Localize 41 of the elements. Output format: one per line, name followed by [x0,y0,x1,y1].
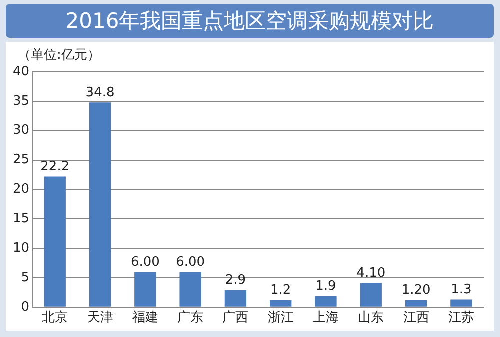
x-tick-label: 天津 [87,310,114,326]
y-tick-label: 10 [12,240,30,256]
y-tick-label: 40 [12,64,30,80]
bar [134,272,156,307]
data-label: 1.20 [402,283,431,298]
x-tick-label: 江西 [403,310,430,326]
data-label: 4.10 [356,266,386,282]
data-label: 1.2 [270,283,292,298]
y-tick-label: 25 [12,152,30,168]
data-label: 6.00 [176,254,206,270]
data-label: 2.9 [225,273,246,288]
bar [315,296,337,307]
x-tick-label: 山东 [358,310,384,326]
y-tick-label: 15 [12,212,30,226]
bar [224,290,247,307]
bar [180,272,202,307]
y-tick-label: 5 [21,270,30,286]
data-label: 1.9 [316,279,336,294]
bar [44,176,66,307]
y-tick-label: 0 [21,300,30,315]
x-tick-label: 上海 [312,310,339,326]
x-tick-label: 浙江 [268,310,294,326]
bar [89,102,112,307]
x-tick-label: 广西 [222,310,249,326]
data-label: 34.8 [86,85,115,100]
bar [405,300,428,307]
x-tick-label: 广东 [178,310,204,326]
chart-title: 2016年我国重点地区空调采购规模对比 [6,4,494,38]
bar [450,300,472,307]
bar [360,283,382,307]
data-label: 6.00 [130,254,160,270]
data-label: 1.3 [451,282,472,298]
y-tick-label: 20 [12,182,30,198]
data-label: 22.2 [40,160,70,175]
bar [270,300,292,307]
y-tick-label: 35 [12,94,30,109]
y-tick-label: 30 [12,123,30,138]
text: （单位:亿元） [18,47,100,64]
x-tick-label: 江苏 [448,310,474,326]
x-tick-label: 北京 [42,310,68,326]
x-tick-label: 福建 [132,310,158,326]
